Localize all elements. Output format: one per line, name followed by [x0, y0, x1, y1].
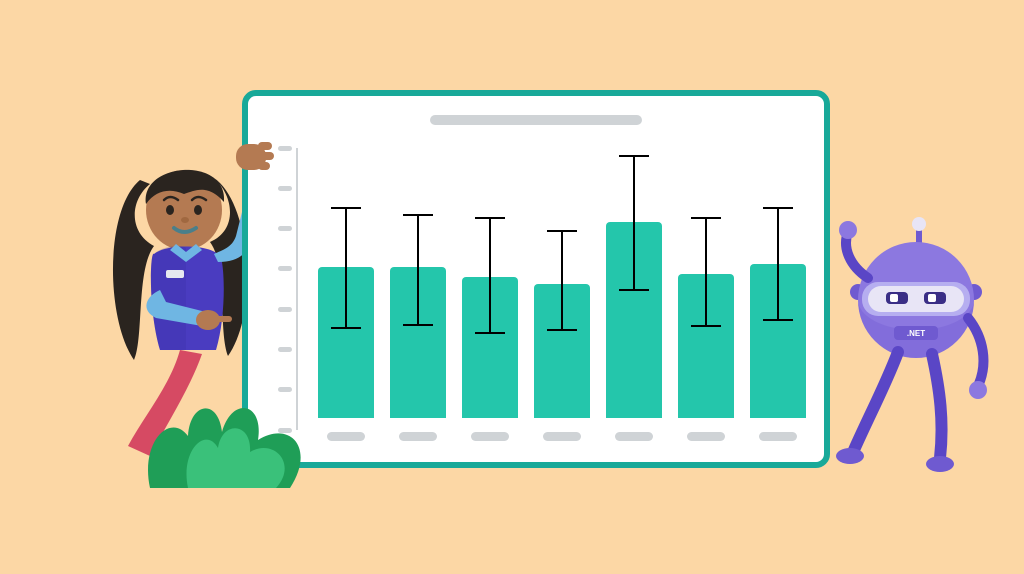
y-tick: [278, 347, 292, 352]
y-tick: [278, 307, 292, 312]
error-bar-cap: [619, 155, 649, 157]
error-bar-stem: [489, 218, 491, 333]
error-bar-cap: [691, 217, 721, 219]
x-label-placeholder: [399, 432, 437, 441]
error-bar-cap: [547, 329, 577, 331]
decorative-bush: [140, 392, 320, 488]
y-tick: [278, 226, 292, 231]
y-tick: [278, 266, 292, 271]
y-axis-line: [296, 148, 298, 430]
error-bar-cap: [403, 324, 433, 326]
error-bar-stem: [345, 208, 347, 328]
x-label-placeholder: [687, 432, 725, 441]
error-bar-cap: [475, 217, 505, 219]
error-bar-cap: [547, 230, 577, 232]
x-label-placeholder: [615, 432, 653, 441]
chart-plot-area: [304, 156, 804, 418]
error-bar-cap: [763, 319, 793, 321]
stage: .NET: [0, 0, 1024, 574]
chart-panel: [242, 90, 830, 468]
error-bar-cap: [619, 289, 649, 291]
x-label-placeholder: [759, 432, 797, 441]
error-bar-stem: [705, 218, 707, 326]
error-bar-cap: [331, 207, 361, 209]
x-label-placeholder: [471, 432, 509, 441]
girl-hand-over-panel: [228, 128, 288, 188]
character-robot: .NET: [828, 214, 1008, 494]
svg-text:.NET: .NET: [907, 329, 925, 338]
x-label-placeholder: [543, 432, 581, 441]
error-bar-stem: [417, 215, 419, 325]
error-bar-stem: [777, 208, 779, 319]
error-bar-cap: [331, 327, 361, 329]
error-bar-stem: [633, 156, 635, 290]
error-bar-cap: [403, 214, 433, 216]
error-bar-stem: [561, 231, 563, 329]
error-bar-cap: [475, 332, 505, 334]
error-bar-cap: [763, 207, 793, 209]
chart-title-placeholder: [430, 115, 642, 125]
error-bar-cap: [691, 325, 721, 327]
x-label-placeholder: [327, 432, 365, 441]
